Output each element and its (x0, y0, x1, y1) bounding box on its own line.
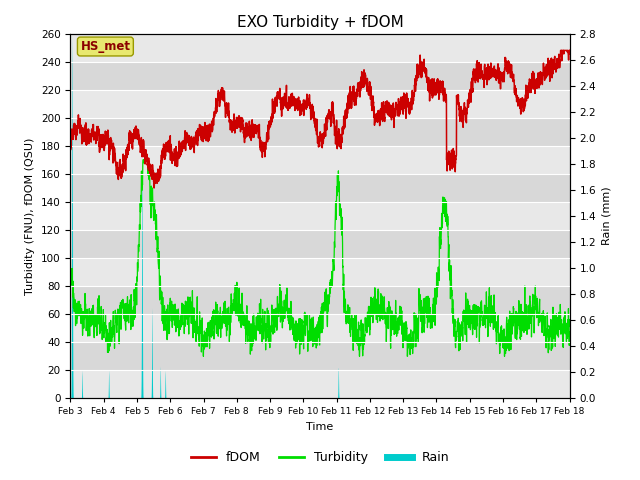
Y-axis label: Turbidity (FNU), fDOM (QSU): Turbidity (FNU), fDOM (QSU) (26, 137, 35, 295)
Bar (70, 258, 570, 286)
Bar (70, 202, 570, 230)
Bar (70, 314, 570, 342)
Bar (70, 90, 570, 118)
Bar (70, 146, 570, 174)
Text: HS_met: HS_met (81, 40, 131, 53)
Bar (70, 371, 570, 398)
X-axis label: Time: Time (307, 422, 333, 432)
Bar (70, 34, 570, 61)
Bar (70, 342, 570, 371)
Bar (70, 286, 570, 314)
Bar (70, 230, 570, 258)
Bar (70, 61, 570, 90)
Y-axis label: Rain (mm): Rain (mm) (602, 187, 611, 245)
Legend: fDOM, Turbidity, Rain: fDOM, Turbidity, Rain (186, 446, 454, 469)
Bar (70, 118, 570, 146)
Bar (70, 174, 570, 202)
Title: EXO Turbidity + fDOM: EXO Turbidity + fDOM (237, 15, 403, 30)
